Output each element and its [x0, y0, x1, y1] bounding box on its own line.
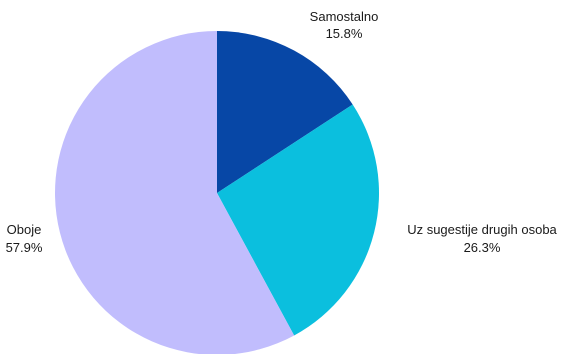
slice-value-uz-sugestije: 26.3% — [464, 240, 501, 255]
slice-label-uz-sugestije: Uz sugestije drugih osoba — [407, 222, 557, 237]
pie-slice-samostalno — [217, 30, 353, 193]
slice-label-oboje: Oboje — [7, 222, 42, 237]
slice-label-samostalno: Samostalno — [310, 9, 379, 24]
pie-slices — [55, 30, 380, 356]
pie-slice-uz-sugestije-drugih-osoba — [217, 104, 380, 336]
slice-value-samostalno: 15.8% — [326, 26, 363, 41]
pie-slice-oboje — [55, 31, 295, 356]
slice-value-oboje: 57.9% — [6, 240, 43, 255]
pie-labels: Samostalno 15.8% Uz sugestije drugih oso… — [6, 9, 558, 255]
